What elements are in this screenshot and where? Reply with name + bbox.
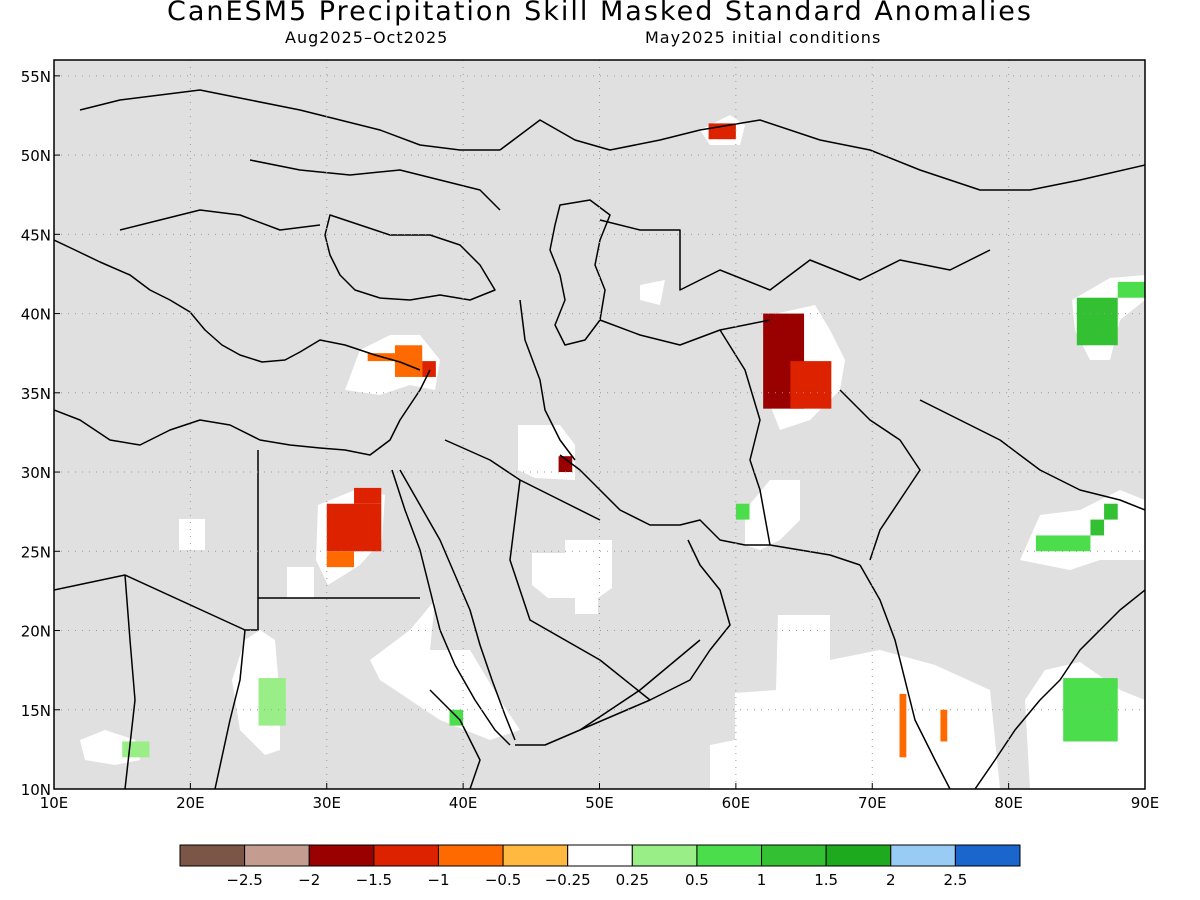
border-yemen-oman bbox=[579, 639, 701, 731]
border-sudan-chad bbox=[214, 598, 259, 789]
arabian-peninsula-coast bbox=[515, 539, 731, 746]
colorbar-tick-label: 0.5 bbox=[685, 871, 709, 889]
anomaly-cell bbox=[1117, 281, 1145, 298]
red-sea-coast-east bbox=[399, 469, 516, 741]
anomaly-cell bbox=[790, 361, 832, 409]
colorbar-swatch bbox=[179, 844, 246, 867]
border-ukraine bbox=[249, 159, 501, 211]
border-iran-west bbox=[519, 299, 576, 461]
anomaly-cell bbox=[258, 678, 286, 726]
border-sahara-west bbox=[124, 574, 136, 789]
graticule bbox=[54, 60, 1145, 789]
lon-tick-label: 20E bbox=[176, 794, 205, 812]
anomaly-cell bbox=[122, 741, 150, 758]
colorbar-tick-label: 2 bbox=[886, 871, 896, 889]
anomaly-cell bbox=[1035, 535, 1091, 552]
anomaly-cell bbox=[326, 551, 355, 568]
colorbar-swatch bbox=[567, 844, 633, 867]
lat-tick-label: 55N bbox=[21, 68, 51, 86]
lon-tick-label: 90E bbox=[1131, 794, 1160, 812]
white-region-red-sea bbox=[370, 600, 520, 740]
lat-tick-label: 40N bbox=[21, 306, 51, 324]
border-kazakhstan-north bbox=[499, 119, 1145, 191]
colorbar-swatch bbox=[696, 844, 763, 867]
anomaly-cell bbox=[354, 487, 382, 504]
mediterranean-south-coast bbox=[54, 369, 431, 456]
border-europe-north bbox=[79, 89, 500, 151]
lat-tick-label: 10N bbox=[21, 781, 51, 799]
lon-tick-label: 30E bbox=[312, 794, 341, 812]
colorbar-tick-label: 1.5 bbox=[814, 871, 838, 889]
white-region-libya-block bbox=[179, 519, 205, 550]
border-ethiopia bbox=[429, 689, 481, 789]
colorbar-tick-label: −1.5 bbox=[356, 871, 392, 889]
india-east-coast bbox=[974, 589, 1145, 789]
border-iran-east bbox=[719, 329, 771, 546]
border-turkmenistan bbox=[599, 319, 771, 346]
initial-conditions: May2025 initial conditions bbox=[645, 28, 882, 47]
white-region-arabia bbox=[532, 540, 612, 614]
colorbar-tick-label: −1 bbox=[427, 871, 449, 889]
lat-tick-label: 35N bbox=[21, 385, 51, 403]
black-sea-coast bbox=[324, 214, 496, 301]
lat-tick-label: 15N bbox=[21, 702, 51, 720]
colorbar-swatch bbox=[954, 844, 1021, 867]
map-title: CanESM5 Precipitation Skill Masked Stand… bbox=[167, 0, 1033, 27]
anomaly-cell bbox=[558, 456, 573, 473]
colorbar-swatch bbox=[373, 844, 439, 867]
white-region-pakistan bbox=[745, 480, 800, 550]
lat-tick-label: 45N bbox=[21, 226, 51, 244]
colorbar-tick-label: 0.25 bbox=[616, 871, 649, 889]
lon-tick-label: 10E bbox=[40, 794, 69, 812]
white-region-caspian bbox=[640, 280, 665, 305]
colorbar-swatch bbox=[825, 844, 892, 867]
colorbar-swatch bbox=[631, 844, 698, 867]
caspian-sea-coast bbox=[549, 199, 611, 346]
lon-tick-label: 50E bbox=[585, 794, 614, 812]
red-sea-coast-west bbox=[391, 469, 511, 746]
anomaly-cell bbox=[1104, 503, 1118, 520]
colorbar-swatch bbox=[890, 844, 956, 867]
mediterranean-north-coast bbox=[54, 239, 421, 371]
colorbar-legend: −2.5 −2 −1.5 −1 −0.5 −0.25 0.25 0.5 1 1.5 2 2.5 bbox=[179, 844, 1021, 889]
colorbar-tick-label: 1 bbox=[757, 871, 767, 889]
colorbar-tick-label: −2 bbox=[298, 871, 320, 889]
lon-tick-label: 60E bbox=[722, 794, 751, 812]
coastlines-and-borders bbox=[54, 89, 1145, 789]
colorbar-tick-label: −2.5 bbox=[226, 871, 262, 889]
lon-tick-label: 40E bbox=[449, 794, 478, 812]
border-saudi-arabia bbox=[444, 439, 651, 701]
anomaly-cell bbox=[326, 503, 382, 552]
lat-tick-label: 50N bbox=[21, 147, 51, 165]
anomaly-cell bbox=[1076, 297, 1118, 346]
border-pakistan-india bbox=[839, 389, 921, 561]
lat-tick-label: 20N bbox=[21, 623, 51, 641]
colorbar-swatch bbox=[761, 844, 827, 867]
india-west-coast bbox=[859, 564, 951, 789]
forecast-period: Aug2025–Oct2025 bbox=[285, 28, 449, 47]
border-balkans bbox=[119, 209, 321, 231]
anomaly-cell bbox=[940, 709, 948, 742]
lon-tick-label: 80E bbox=[994, 794, 1023, 812]
border-himalaya bbox=[919, 399, 1145, 511]
colorbar-swatch bbox=[502, 844, 569, 867]
lat-tick-label: 30N bbox=[21, 464, 51, 482]
persian-gulf-coast bbox=[559, 454, 861, 566]
colorbar-tick-label: 2.5 bbox=[943, 871, 967, 889]
colorbar-swatch bbox=[308, 844, 375, 867]
lat-tick-label: 25N bbox=[21, 543, 51, 561]
colorbar-tick-label: −0.5 bbox=[485, 871, 521, 889]
anomaly-cell bbox=[899, 693, 907, 758]
border-kazakhstan-south bbox=[599, 219, 991, 291]
colorbar-tick-label: −0.25 bbox=[545, 871, 591, 889]
colorbar-swatch bbox=[244, 844, 310, 867]
map-axes: 10E 20E 30E 40E 50E 60E 70E 80E 90E 10N 15N 20N 25N 3… bbox=[21, 68, 1160, 812]
anomaly-cell bbox=[1090, 519, 1105, 536]
lon-tick-label: 70E bbox=[858, 794, 887, 812]
anomaly-cell bbox=[735, 503, 750, 520]
colorbar-swatch bbox=[437, 844, 504, 867]
anomaly-cell bbox=[422, 361, 436, 377]
white-region-egypt-block bbox=[287, 567, 314, 598]
